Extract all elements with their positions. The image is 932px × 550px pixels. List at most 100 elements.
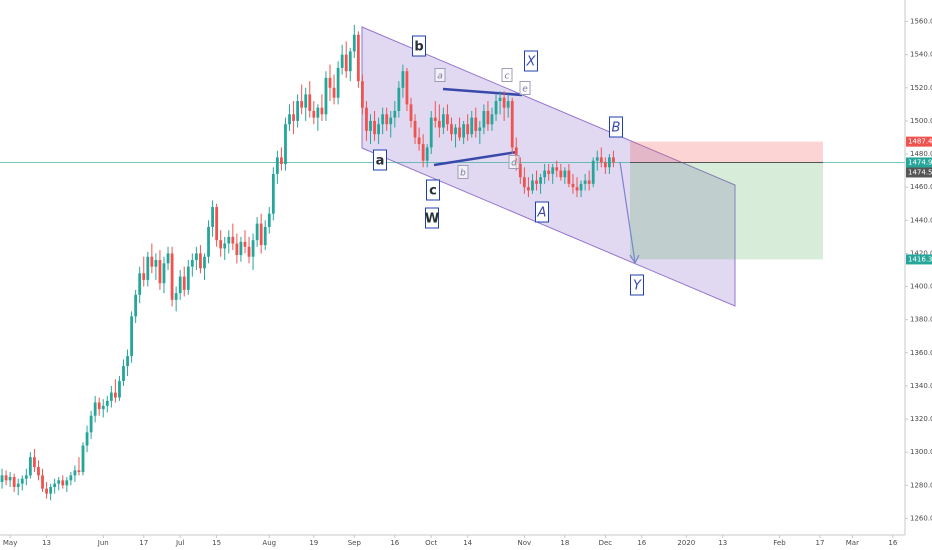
candle-body — [352, 34, 356, 52]
x-tick-label: 17 — [816, 539, 825, 547]
candle-body — [28, 457, 32, 476]
x-tick-label: 13 — [718, 539, 727, 547]
candle-body — [437, 120, 441, 128]
candle-body — [433, 117, 437, 121]
candle-body — [502, 97, 506, 108]
x-tick-label: 13 — [42, 539, 51, 547]
candle-body — [126, 356, 129, 367]
x-tick-label: Mar — [846, 539, 859, 547]
candle-body — [535, 180, 538, 184]
candle-body — [413, 120, 417, 138]
candle-body — [41, 475, 44, 489]
candle-body — [194, 253, 198, 261]
x-tick-label: Feb — [773, 539, 786, 547]
candle-body — [462, 124, 466, 138]
candle-body — [215, 207, 219, 241]
label-box — [524, 50, 538, 72]
candle-body — [61, 480, 65, 486]
candle-body — [85, 432, 89, 446]
candle-body — [259, 223, 263, 246]
candle-body — [223, 243, 227, 249]
candle-body — [446, 114, 449, 125]
candle-body — [474, 117, 478, 131]
y-tick-label: 1280.00 — [910, 481, 932, 489]
candle-body — [381, 114, 385, 125]
candle-body — [454, 127, 457, 135]
candle-body — [162, 263, 166, 284]
candle-body — [401, 71, 405, 88]
candle-body — [20, 478, 24, 484]
candle-body — [288, 114, 291, 125]
candle-body — [130, 316, 133, 357]
candle-body — [482, 110, 486, 128]
y-tick-label: 1480.00 — [910, 150, 932, 158]
candle-body — [608, 157, 611, 168]
candle-body — [547, 170, 551, 174]
candle-body — [77, 470, 81, 473]
candle-body — [118, 380, 121, 398]
x-tick-label: 17 — [139, 539, 148, 547]
candle-body — [49, 486, 53, 494]
label-box — [630, 274, 644, 296]
candle-body — [16, 483, 20, 487]
candle-body — [575, 187, 579, 191]
candle-body — [510, 101, 514, 148]
label-box — [373, 149, 387, 171]
candle-body — [369, 120, 372, 131]
candle-body — [134, 294, 138, 317]
price-tag — [906, 136, 932, 147]
candle-body — [450, 124, 453, 135]
wave-label: W — [425, 212, 439, 227]
label-box — [501, 68, 513, 82]
projection-arrow — [619, 161, 636, 263]
candle-body — [490, 114, 494, 125]
candle-body — [595, 157, 599, 161]
candle-body — [65, 480, 69, 486]
candle-body — [531, 180, 534, 191]
candle-body — [45, 488, 48, 494]
candle-body — [579, 183, 583, 191]
candle-body — [571, 183, 575, 188]
candle-body — [81, 445, 85, 473]
candle-body — [389, 117, 393, 125]
x-tick-label: 18 — [560, 539, 569, 547]
candle-body — [498, 97, 502, 102]
label-box — [519, 81, 531, 95]
candle-body — [158, 260, 162, 284]
candle-body — [421, 144, 425, 161]
y-tick-label: 1300.00 — [910, 448, 932, 456]
wave-label: e — [522, 85, 528, 95]
x-tick-label: Jun — [97, 539, 109, 547]
y-tick-label: 1320.00 — [910, 415, 932, 423]
stop-zone — [630, 141, 823, 163]
x-tick-label: 16 — [888, 539, 897, 547]
candle-body — [239, 241, 243, 256]
candle-body — [312, 110, 316, 118]
price-tag — [906, 254, 932, 265]
candle-body — [300, 101, 304, 108]
candle-body — [8, 477, 12, 481]
candle-body — [109, 392, 113, 401]
candle-body — [425, 147, 429, 161]
y-tick-label: 1520.00 — [910, 84, 932, 92]
candle-body — [166, 253, 170, 264]
x-tick-label: Sep — [348, 539, 362, 547]
candle-body — [555, 167, 559, 171]
candle-body — [344, 54, 348, 72]
y-tick-label: 1340.00 — [910, 382, 932, 390]
candle-body — [522, 177, 526, 188]
candle-body — [308, 94, 312, 111]
x-tick-label: Nov — [518, 539, 532, 547]
label-box — [457, 165, 469, 179]
candle-body — [211, 207, 214, 227]
candle-body — [324, 77, 328, 115]
candle-body — [255, 223, 259, 241]
candle-body — [377, 124, 381, 135]
y-tick-label: 1500.00 — [910, 117, 932, 125]
candle-body — [247, 246, 251, 257]
candle-body — [340, 54, 344, 68]
candle-body — [567, 170, 571, 184]
candle-body — [203, 256, 206, 269]
candle-body — [24, 475, 28, 479]
